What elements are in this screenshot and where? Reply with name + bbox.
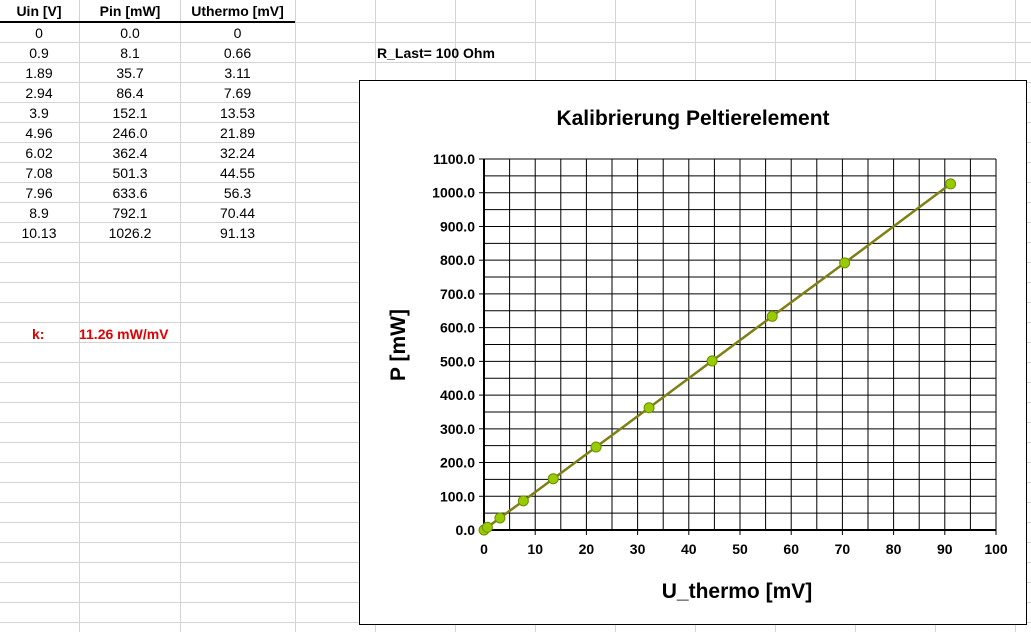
- cell-uin[interactable]: 0.9: [29, 45, 49, 61]
- data-point: [547, 473, 559, 485]
- cell-uthermo[interactable]: 3.11: [224, 65, 251, 81]
- column-header-uthermo: Uthermo [mV]: [191, 3, 284, 19]
- x-tick-label: 10: [527, 541, 543, 557]
- cell-uthermo[interactable]: 56.3: [223, 185, 252, 201]
- y-tick-label: 100.0: [440, 488, 475, 504]
- cell-uthermo[interactable]: 7.69: [223, 85, 252, 101]
- y-tick-label: 800.0: [440, 252, 475, 268]
- cell-pin[interactable]: 0.0: [120, 25, 140, 41]
- cell-uin[interactable]: 6.02: [25, 145, 53, 161]
- y-tick-label: 1000.0: [432, 185, 475, 201]
- y-tick-label: 1100.0: [433, 151, 475, 167]
- y-tick-label: 500.0: [440, 353, 475, 369]
- data-point: [481, 521, 493, 533]
- cell-pin[interactable]: 35.7: [116, 65, 144, 81]
- data-point: [643, 402, 655, 414]
- data-point: [517, 495, 529, 507]
- cell-pin[interactable]: 792.1: [112, 205, 148, 221]
- calibration-chart: Kalibrierung Peltierelement U_thermo [mV…: [387, 107, 1008, 603]
- cell-pin[interactable]: 633.6: [112, 185, 148, 201]
- y-tick-label: 300.0: [440, 421, 475, 437]
- cell-uthermo[interactable]: 70.44: [219, 205, 256, 221]
- cell-uin[interactable]: 3.9: [29, 105, 49, 121]
- y-tick-label: 600.0: [440, 320, 475, 336]
- cell-uin[interactable]: 7.96: [25, 185, 53, 201]
- cell-uin[interactable]: 8.9: [29, 205, 49, 221]
- column-header-pin: Pin [mW]: [99, 3, 161, 19]
- cell-uthermo[interactable]: 21.89: [219, 125, 256, 141]
- x-tick-label: 0: [480, 541, 488, 557]
- x-tick-label: 60: [783, 541, 799, 557]
- data-point: [706, 355, 718, 367]
- x-tick-label: 90: [937, 541, 953, 557]
- cell-uin[interactable]: 7.08: [25, 165, 53, 181]
- x-tick-label: 80: [886, 541, 902, 557]
- column-header-uin: Uin [V]: [16, 3, 62, 19]
- data-point: [766, 310, 778, 322]
- y-tick-label: 900.0: [440, 218, 475, 234]
- cell-uthermo[interactable]: 91.13: [219, 225, 256, 241]
- cell-uin[interactable]: 1.89: [25, 65, 53, 81]
- data-point: [590, 441, 602, 453]
- cell-pin[interactable]: 152.1: [112, 105, 148, 121]
- y-tick-label: 400.0: [440, 387, 475, 403]
- cell-uthermo[interactable]: 0: [233, 25, 242, 41]
- x-tick-label: 40: [681, 541, 697, 557]
- k-value: 11.26 mW/mV: [79, 326, 169, 342]
- cell-pin[interactable]: 362.4: [112, 145, 148, 161]
- header-underline: [0, 21, 295, 23]
- cell-uin[interactable]: 10.13: [21, 225, 57, 241]
- cell-pin[interactable]: 246.0: [112, 125, 148, 141]
- y-tick-label: 0.0: [456, 522, 476, 538]
- data-point: [839, 257, 851, 269]
- cell-pin[interactable]: 1026.2: [108, 225, 152, 241]
- cell-uin[interactable]: 2.94: [25, 85, 53, 101]
- data-point: [945, 178, 957, 190]
- data-point: [494, 512, 506, 524]
- y-tick-label: 200.0: [440, 455, 475, 471]
- x-tick-label: 70: [835, 541, 851, 557]
- cell-pin[interactable]: 86.4: [116, 85, 144, 101]
- load-resistance-note: R_Last= 100 Ohm: [377, 45, 495, 61]
- x-tick-label: 30: [630, 541, 646, 557]
- x-tick-label: 50: [732, 541, 748, 557]
- cell-pin[interactable]: 8.1: [120, 45, 140, 61]
- chart-area[interactable]: Kalibrierung Peltierelement U_thermo [mV…: [359, 80, 1027, 625]
- cell-uthermo[interactable]: 32.24: [219, 145, 256, 161]
- x-tick-label: 100: [984, 541, 1008, 557]
- cell-pin[interactable]: 501.3: [112, 165, 148, 181]
- cell-uthermo[interactable]: 13.53: [219, 105, 256, 121]
- k-label: k:: [32, 326, 45, 342]
- y-tick-label: 700.0: [440, 286, 475, 302]
- cell-uthermo[interactable]: 44.55: [219, 165, 256, 181]
- chart-title: Kalibrierung Peltierelement: [556, 107, 829, 130]
- x-tick-label: 20: [579, 541, 595, 557]
- x-axis-title: U_thermo [mV]: [662, 580, 813, 603]
- cell-uin[interactable]: 0: [35, 25, 43, 41]
- cell-uthermo[interactable]: 0.66: [223, 45, 252, 61]
- y-axis-title: P [mW]: [387, 309, 410, 381]
- cell-uin[interactable]: 4.96: [25, 125, 53, 141]
